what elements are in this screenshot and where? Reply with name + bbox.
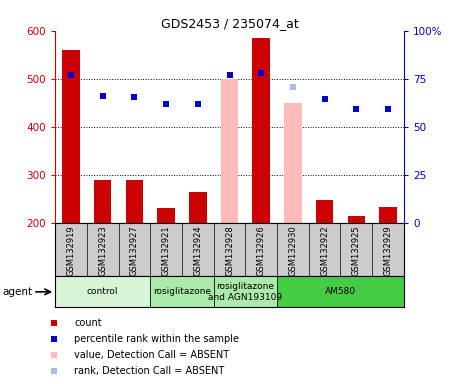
Text: value, Detection Call = ABSENT: value, Detection Call = ABSENT [74, 350, 230, 360]
Bar [55, 276, 150, 307]
Title: GDS2453 / 235074_at: GDS2453 / 235074_at [161, 17, 298, 30]
Bar [379, 207, 397, 223]
Text: GSM132927: GSM132927 [130, 225, 139, 276]
Bar [62, 50, 80, 223]
Text: GSM132929: GSM132929 [384, 225, 392, 276]
Bar [94, 180, 112, 223]
Bar [213, 276, 277, 307]
Text: rank, Detection Call = ABSENT: rank, Detection Call = ABSENT [74, 366, 224, 376]
Text: GSM132926: GSM132926 [257, 225, 266, 276]
Text: agent: agent [2, 287, 33, 297]
Text: GSM132925: GSM132925 [352, 225, 361, 276]
Bar [150, 276, 213, 307]
Text: control: control [87, 287, 118, 296]
Bar [126, 180, 143, 223]
Bar [157, 208, 175, 223]
Text: GSM132921: GSM132921 [162, 225, 171, 276]
Text: GSM132919: GSM132919 [67, 225, 75, 276]
Bar [347, 217, 365, 223]
Text: GSM132923: GSM132923 [98, 225, 107, 276]
Text: rosiglitazone
and AGN193109: rosiglitazone and AGN193109 [208, 282, 282, 301]
Text: GSM132922: GSM132922 [320, 225, 329, 276]
Text: GSM132924: GSM132924 [193, 225, 202, 276]
Bar [189, 192, 207, 223]
Text: AM580: AM580 [325, 287, 356, 296]
Bar [252, 38, 270, 223]
Bar [221, 79, 238, 223]
Text: count: count [74, 318, 102, 328]
Text: percentile rank within the sample: percentile rank within the sample [74, 334, 239, 344]
Text: GSM132930: GSM132930 [288, 225, 297, 276]
Bar [284, 103, 302, 223]
Text: rosiglitazone: rosiglitazone [153, 287, 211, 296]
Bar [277, 276, 404, 307]
Bar [316, 200, 333, 223]
Text: GSM132928: GSM132928 [225, 225, 234, 276]
